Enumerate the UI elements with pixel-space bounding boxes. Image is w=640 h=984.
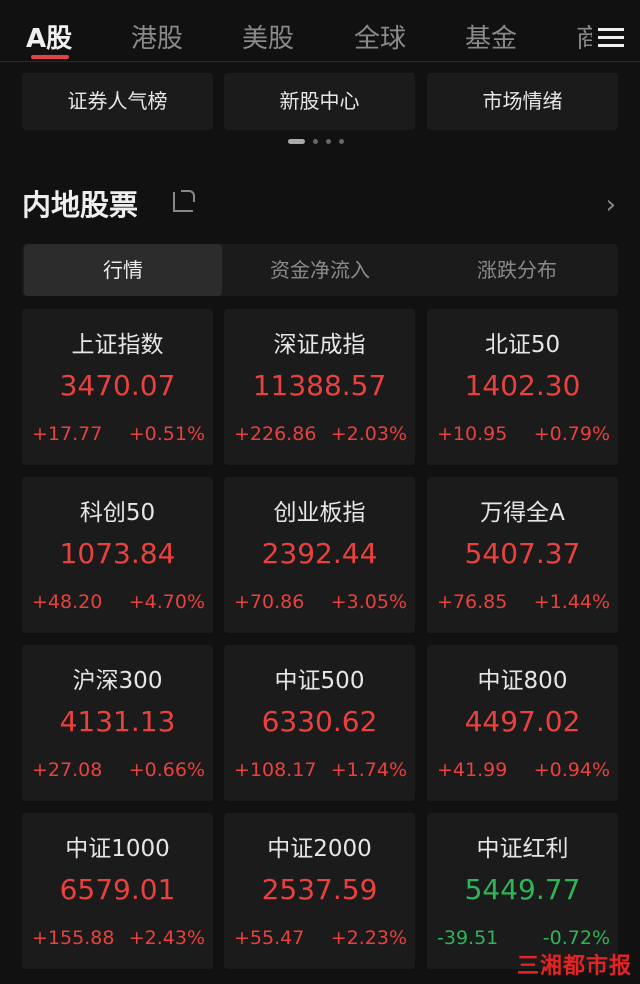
index-change: +70.86 [234, 591, 305, 613]
index-name: 中证800 [477, 668, 568, 694]
market-tabs: A股 港股 美股 全球 基金 商 [0, 0, 640, 62]
index-change-percent: +4.70% [128, 591, 205, 613]
index-change-percent: +2.43% [128, 927, 205, 949]
index-value: 4131.13 [59, 705, 176, 738]
index-card[interactable]: 创业板指 2392.44 +70.86 +3.05% [224, 477, 415, 633]
index-change: +226.86 [234, 423, 317, 445]
securities-popularity-button[interactable]: 证券人气榜 [22, 73, 213, 130]
index-value: 11388.57 [252, 369, 387, 402]
tab-global[interactable]: 全球 [354, 24, 407, 54]
index-name: 上证指数 [71, 332, 164, 358]
index-change: +108.17 [234, 759, 317, 781]
index-change: +27.08 [32, 759, 103, 781]
index-value: 6579.01 [59, 873, 176, 906]
index-card[interactable]: 北证50 1402.30 +10.95 +0.79% [427, 309, 618, 465]
index-value: 2537.59 [261, 873, 378, 906]
index-name: 中证1000 [65, 836, 170, 862]
index-change-percent: +0.79% [533, 423, 610, 445]
section-title: 内地股票 [22, 188, 139, 222]
index-change: +76.85 [437, 591, 508, 613]
index-card[interactable]: 科创50 1073.84 +48.20 +4.70% [22, 477, 213, 633]
index-card[interactable]: 中证1000 6579.01 +155.88 +2.43% [22, 813, 213, 969]
index-name: 中证2000 [267, 836, 372, 862]
index-card[interactable]: 中证800 4497.02 +41.99 +0.94% [427, 645, 618, 801]
market-sentiment-button[interactable]: 市场情绪 [427, 73, 618, 130]
tab-funds[interactable]: 基金 [465, 24, 518, 54]
index-card[interactable]: 万得全A 5407.37 +76.85 +1.44% [427, 477, 618, 633]
index-value: 1073.84 [59, 537, 176, 570]
index-value: 6330.62 [261, 705, 378, 738]
index-name: 万得全A [480, 500, 565, 526]
index-change: -39.51 [437, 927, 499, 949]
index-change: +17.77 [32, 423, 103, 445]
index-value: 4497.02 [464, 705, 581, 738]
index-card[interactable]: 上证指数 3470.07 +17.77 +0.51% [22, 309, 213, 465]
index-name: 创业板指 [273, 500, 366, 526]
index-name: 中证红利 [476, 836, 569, 862]
index-name: 沪深300 [72, 668, 163, 694]
index-change: +155.88 [32, 927, 115, 949]
index-name: 科创50 [79, 500, 156, 526]
segment-distribution[interactable]: 涨跌分布 [477, 258, 557, 282]
index-name: 中证500 [274, 668, 365, 694]
index-change: +48.20 [32, 591, 103, 613]
index-change-percent: +1.74% [330, 759, 407, 781]
index-change-percent: +2.03% [330, 423, 407, 445]
active-tab-indicator [31, 55, 69, 59]
index-change-percent: +0.66% [128, 759, 205, 781]
index-card[interactable]: 深证成指 11388.57 +226.86 +2.03% [224, 309, 415, 465]
index-change-percent: -0.72% [542, 927, 610, 949]
index-card[interactable]: 中证2000 2537.59 +55.47 +2.23% [224, 813, 415, 969]
index-card[interactable]: 沪深300 4131.13 +27.08 +0.66% [22, 645, 213, 801]
index-value: 5407.37 [464, 537, 581, 570]
menu-icon[interactable] [598, 28, 624, 48]
index-value: 3470.07 [59, 369, 176, 402]
index-card[interactable]: 中证红利 5449.77 -39.51 -0.72% [427, 813, 618, 969]
index-name: 深证成指 [273, 332, 366, 358]
index-change: +10.95 [437, 423, 508, 445]
page-indicator [288, 139, 344, 144]
segment-quotes[interactable]: 行情 [24, 244, 222, 296]
segmented-control: 行情 资金净流入 涨跌分布 [22, 244, 618, 296]
index-change-percent: +0.51% [128, 423, 205, 445]
segment-net-inflow[interactable]: 资金净流入 [270, 258, 370, 282]
ipo-center-button[interactable]: 新股中心 [224, 73, 415, 130]
index-change-percent: +1.44% [533, 591, 610, 613]
tab-us-shares[interactable]: 美股 [242, 24, 295, 54]
index-value: 5449.77 [464, 873, 581, 906]
index-change: +55.47 [234, 927, 305, 949]
tab-commodities[interactable]: 商 [576, 24, 592, 54]
index-change-percent: +3.05% [330, 591, 407, 613]
chevron-right-icon[interactable]: › [605, 190, 616, 220]
tab-hk-shares[interactable]: 港股 [131, 24, 184, 54]
index-change: +41.99 [437, 759, 508, 781]
watermark-logo: 三湘都市报 [516, 954, 632, 979]
index-change-percent: +0.94% [533, 759, 610, 781]
index-change-percent: +2.23% [330, 927, 407, 949]
share-icon[interactable] [173, 190, 195, 212]
index-value: 2392.44 [261, 537, 378, 570]
tab-a-shares[interactable]: A股 [26, 24, 73, 54]
index-value: 1402.30 [464, 369, 581, 402]
index-name: 北证50 [484, 332, 561, 358]
index-card[interactable]: 中证500 6330.62 +108.17 +1.74% [224, 645, 415, 801]
